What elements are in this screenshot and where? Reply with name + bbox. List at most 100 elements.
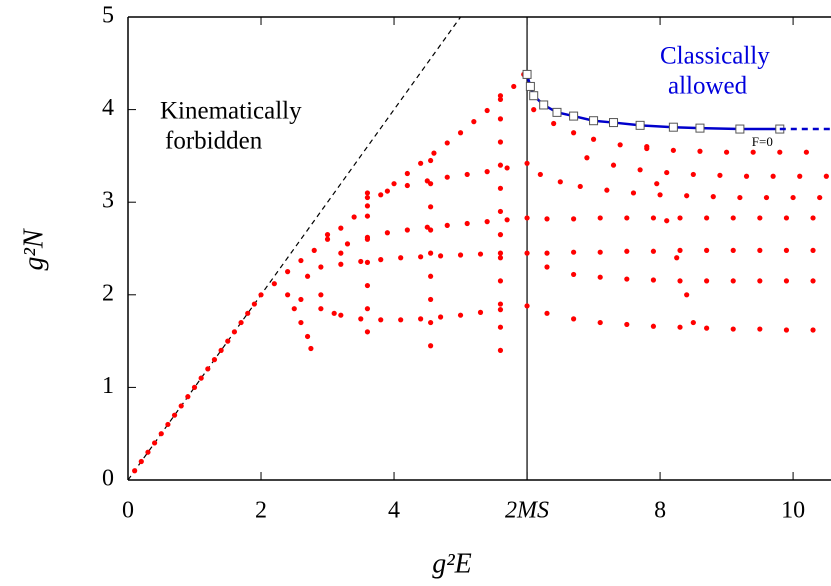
point [457, 312, 464, 318]
point [497, 255, 504, 261]
point [457, 130, 464, 136]
point [418, 316, 424, 322]
point [437, 314, 444, 320]
point [471, 119, 477, 125]
point [650, 323, 657, 329]
square-marker [695, 123, 705, 133]
point [497, 116, 504, 122]
point [304, 333, 311, 340]
point [338, 312, 344, 318]
point [418, 254, 424, 260]
point [743, 173, 750, 179]
square-marker [552, 107, 562, 117]
point [737, 194, 743, 201]
point [497, 324, 504, 330]
point [544, 310, 550, 316]
point [783, 247, 790, 253]
point [803, 149, 809, 155]
point [132, 468, 138, 474]
point [152, 440, 158, 446]
point [484, 219, 490, 225]
point [783, 278, 790, 284]
point [597, 319, 603, 326]
square-marker [735, 124, 745, 134]
point [428, 273, 434, 279]
point [704, 215, 710, 221]
point [364, 190, 371, 196]
point [497, 278, 504, 284]
y-tick-label: 5 [102, 3, 114, 29]
point [428, 296, 434, 303]
y-tick-label: 2 [102, 280, 114, 306]
point [158, 431, 164, 437]
y-tick-label: 1 [102, 373, 114, 399]
point [690, 171, 696, 178]
point [597, 274, 603, 280]
point [378, 257, 384, 263]
point [684, 193, 690, 199]
point [464, 220, 470, 227]
point [428, 319, 434, 326]
point [364, 329, 371, 335]
series-label: F=0 [752, 134, 773, 149]
x-axis-label: g²E [432, 548, 472, 579]
point [497, 301, 504, 307]
point [311, 247, 317, 253]
point [404, 227, 410, 233]
point [398, 255, 404, 261]
point [364, 213, 371, 219]
point [324, 236, 331, 242]
point [428, 227, 434, 233]
point [358, 316, 364, 322]
point [757, 278, 763, 284]
y-tick-label: 4 [102, 95, 114, 121]
point [551, 120, 557, 127]
point [171, 412, 178, 418]
point [684, 292, 690, 298]
point [444, 140, 450, 146]
point [497, 93, 504, 99]
point [338, 250, 344, 256]
square-marker [668, 122, 678, 132]
square-marker [529, 91, 539, 101]
annotation: Kinematically [160, 98, 302, 125]
point [418, 160, 424, 166]
point [650, 248, 657, 254]
point [497, 208, 504, 215]
point [810, 215, 816, 221]
point [351, 214, 357, 220]
point [318, 264, 324, 270]
x-tick-label: 8 [654, 498, 666, 524]
point [324, 232, 331, 238]
point [304, 273, 311, 279]
point [597, 215, 603, 221]
point [823, 173, 829, 179]
point [364, 259, 371, 265]
point [624, 215, 630, 221]
point [245, 310, 251, 316]
point [511, 83, 517, 90]
point [444, 222, 450, 228]
point [810, 327, 816, 333]
point [358, 258, 364, 265]
point [457, 252, 464, 258]
point [730, 215, 736, 221]
point [597, 249, 603, 255]
point [497, 250, 504, 256]
point [291, 306, 297, 312]
point [364, 203, 371, 209]
point [428, 204, 434, 210]
point [624, 276, 630, 282]
square-marker [569, 111, 579, 121]
point [318, 292, 324, 298]
point [710, 194, 716, 200]
point [717, 172, 723, 178]
point [338, 225, 344, 231]
diagonal-line [127, 16, 462, 481]
point [524, 303, 530, 309]
annotation: Classically [660, 43, 770, 70]
point [428, 343, 434, 349]
point [770, 173, 776, 179]
point [783, 215, 790, 221]
